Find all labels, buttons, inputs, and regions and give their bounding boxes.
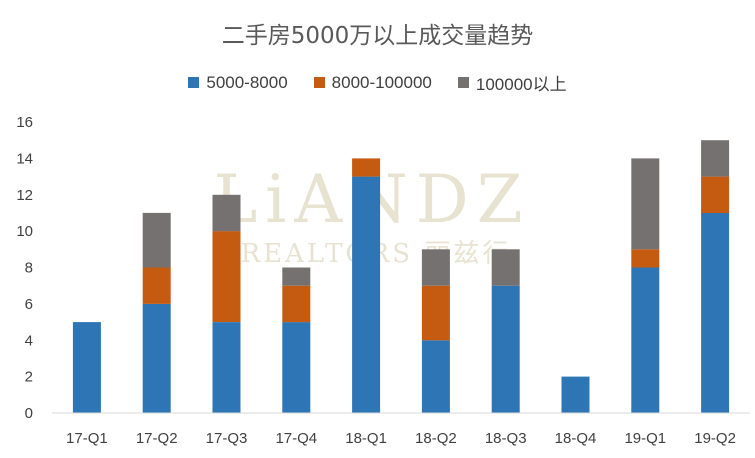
y-tick-label: 10 [16,223,33,240]
y-axis-ticks: 0 2 4 6 8 10 12 14 16 [16,114,33,422]
bar-segment-18-Q1-series-1 [352,176,381,413]
legend-item-series-2: 8000-100000 [313,70,432,95]
x-tick-label: 17-Q4 [275,430,317,447]
y-tick-label: 0 [25,405,33,422]
bar-segment-18-Q2-series-1 [421,340,450,414]
y-tick-label: 16 [16,114,33,131]
bar-segment-17-Q4-series-3 [282,267,311,286]
bar-segment-18-Q1-series-2 [352,158,381,177]
bar-segment-19-Q1-series-3 [631,158,660,250]
bar-segment-18-Q2-series-3 [421,249,450,286]
legend-label-series-3: 100000以上 [475,75,567,94]
x-tick-label: 19-Q2 [694,430,736,447]
bar-segment-17-Q1-series-1 [72,322,101,413]
bar-segment-17-Q3-series-3 [212,194,241,232]
bar-segment-17-Q2-series-1 [142,303,171,413]
x-tick-label: 18-Q3 [485,430,527,447]
x-tick-label: 17-Q3 [206,430,248,447]
legend-swatch-series-2 [313,77,325,88]
y-tick-label: 2 [25,369,33,386]
legend-swatch-series-1 [188,77,200,88]
y-tick-label: 14 [16,150,33,167]
bar-segment-17-Q4-series-1 [282,322,311,413]
bar-segment-18-Q4-series-1 [561,376,590,413]
legend-item-series-3: 100000以上 [457,70,567,95]
legend-swatch-series-3 [457,77,469,88]
bar-segment-19-Q2-series-2 [701,176,730,213]
legend-item-series-1: 5000-8000 [188,70,288,95]
bar-segment-17-Q2-series-2 [142,267,171,304]
x-tick-label: 18-Q2 [415,430,457,447]
legend: 5000-8000 8000-100000 100000以上 [0,70,755,95]
x-tick-label: 19-Q1 [624,430,666,447]
bar-segment-19-Q1-series-2 [631,249,660,268]
bar-segment-19-Q1-series-1 [631,267,660,413]
x-tick-label: 17-Q2 [136,430,178,447]
x-tick-label: 18-Q4 [555,430,597,447]
x-axis-ticks: 17-Q1 17-Q2 17-Q3 17-Q4 18-Q1 18-Q2 18-Q3 18-Q4… [66,430,736,447]
bar-segment-17-Q3-series-2 [212,231,241,322]
bar-segment-19-Q2-series-3 [701,140,730,177]
bar-segment-18-Q3-series-3 [491,249,520,286]
y-tick-label: 8 [25,260,33,277]
x-tick-label: 18-Q1 [345,430,387,447]
bar-segment-19-Q2-series-1 [701,212,730,413]
y-tick-label: 12 [16,187,33,204]
bar-segment-17-Q2-series-3 [142,212,171,268]
bar-segment-17-Q4-series-2 [282,285,311,323]
y-tick-label: 4 [25,332,33,349]
bar-segment-18-Q2-series-2 [421,285,450,341]
legend-label-series-2: 8000-100000 [331,72,432,92]
bars [72,140,730,414]
bar-segment-17-Q3-series-1 [212,322,241,413]
legend-label-series-1: 5000-8000 [206,72,288,92]
chart-title: 二手房5000万以上成交量趋势 [221,23,534,49]
bar-segment-18-Q3-series-1 [491,285,520,413]
y-tick-label: 6 [25,296,33,313]
x-tick-label: 17-Q1 [66,430,108,447]
